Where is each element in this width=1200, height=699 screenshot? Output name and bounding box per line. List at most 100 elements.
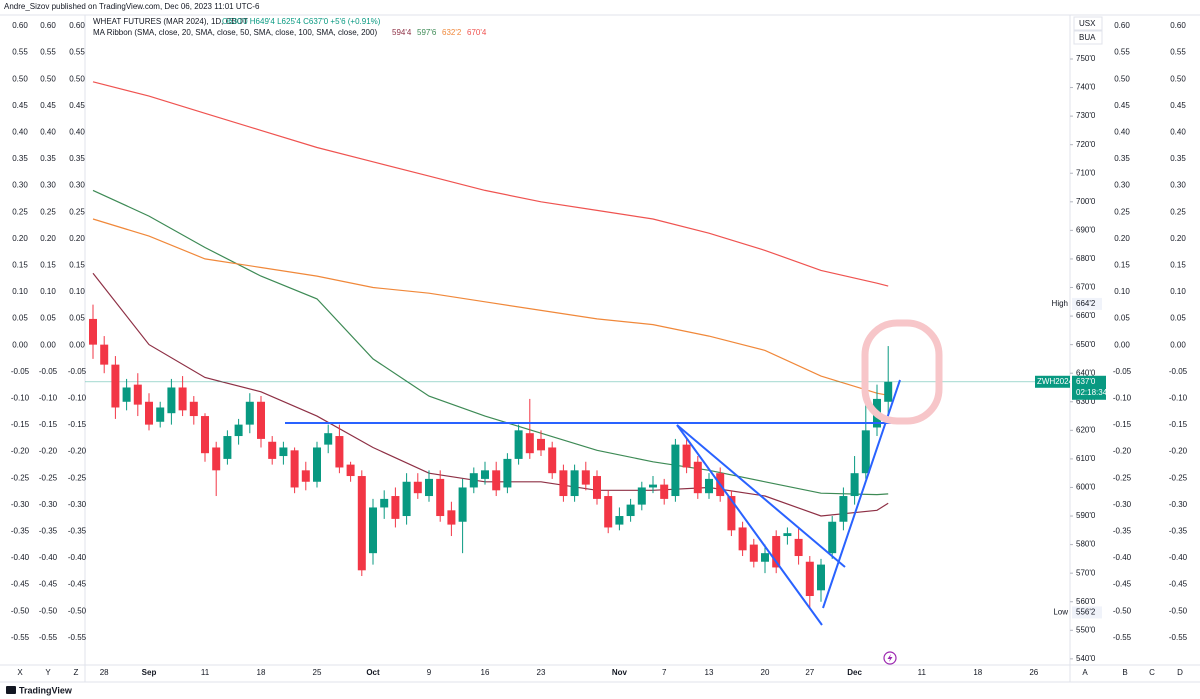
scale-label: -0.45 (68, 580, 87, 589)
scale-label: -0.15 (1169, 420, 1188, 429)
scale-label: -0.15 (68, 420, 87, 429)
scale-label: 0.40 (40, 128, 56, 137)
scale-label: 0.40 (1170, 128, 1186, 137)
scale-label: -0.05 (1113, 367, 1132, 376)
scale-label: -0.10 (1169, 394, 1188, 403)
scale-label: 0.00 (1114, 340, 1130, 349)
y-tick-label: 720'0 (1076, 140, 1096, 149)
candle-body (861, 430, 870, 474)
candle-body (380, 498, 389, 508)
event-icon[interactable] (883, 651, 897, 665)
scale-label: 0.55 (1170, 48, 1186, 57)
candle-body (705, 478, 713, 494)
candle-body (559, 470, 568, 497)
ma-legend-value: 597'6 (417, 28, 437, 37)
candle-body (682, 444, 691, 468)
scale-label: 0.45 (12, 101, 28, 110)
x-tick-label: 18 (257, 668, 266, 677)
scale-label: 0.40 (1114, 128, 1130, 137)
x-tick-label: 23 (537, 668, 546, 677)
scale-label: 0.10 (69, 287, 85, 296)
currency-button (1073, 30, 1103, 45)
x-tick-label: Dec (847, 668, 862, 677)
candle-body (402, 481, 411, 517)
candle-body (324, 433, 333, 445)
scale-label: -0.55 (68, 633, 87, 642)
scale-label: 0.45 (40, 101, 56, 110)
candle-body (425, 478, 433, 497)
y-tick-label: 540'0 (1076, 654, 1096, 663)
scale-label: -0.50 (1169, 606, 1188, 615)
candle-body (111, 364, 120, 408)
marker-box (1072, 606, 1102, 619)
scale-label: 0.20 (1170, 234, 1186, 243)
y-tick-label: 630'0 (1076, 397, 1096, 406)
scale-label: -0.35 (68, 527, 87, 536)
scale-label: 0.50 (1114, 74, 1130, 83)
ma-line (92, 81, 889, 287)
candle-body (279, 447, 288, 457)
scale-name: Z (74, 668, 79, 677)
y-tick-label: 550'0 (1076, 625, 1096, 634)
scale-label: -0.10 (11, 394, 30, 403)
scale-label: -0.40 (11, 553, 30, 562)
scale-label: -0.40 (1113, 553, 1132, 562)
scale-label: 0.15 (1114, 261, 1130, 270)
marker-label: High (1052, 299, 1068, 308)
candle-body (357, 476, 366, 571)
scale-label: -0.55 (39, 633, 58, 642)
candle-body (290, 450, 299, 488)
price-label: 637'0 (1076, 377, 1096, 386)
candle-body (783, 533, 792, 537)
scale-label: 0.30 (69, 181, 85, 190)
scale-label: -0.25 (1169, 473, 1188, 482)
candle-body (570, 470, 579, 497)
scale-label: -0.45 (1169, 580, 1188, 589)
scale-label: 0.60 (12, 21, 28, 30)
scale-label: -0.10 (68, 394, 87, 403)
scale-label: 0.20 (40, 234, 56, 243)
scale-label: 0.40 (69, 128, 85, 137)
candle-body (212, 447, 221, 471)
scale-label: 0.55 (1114, 48, 1130, 57)
scale-label: 0.15 (40, 261, 56, 270)
scale-label: 0.00 (1170, 340, 1186, 349)
scale-label: -0.25 (68, 473, 87, 482)
scale-label: -0.55 (1169, 633, 1188, 642)
y-tick-label: 670'0 (1076, 283, 1096, 292)
scale-label: 0.50 (1170, 74, 1186, 83)
candle-body (469, 473, 478, 488)
x-tick-label: Sep (142, 668, 157, 677)
scale-label: 0.55 (12, 48, 28, 57)
candle-body (593, 476, 601, 499)
candle-body (245, 401, 254, 425)
ma-legend-value: 594'4 (392, 28, 412, 37)
currency-button (1073, 16, 1103, 31)
y-tick-label: 750'0 (1076, 54, 1096, 63)
scale-label: -0.35 (1113, 527, 1132, 536)
ohlc-values: O630'0 H649'4 L625'4 C637'0 +5'6 (+0.91%… (222, 17, 381, 26)
scale-label: 0.00 (40, 340, 56, 349)
scale-label: -0.20 (11, 447, 30, 456)
scale-label: -0.45 (1113, 580, 1132, 589)
scale-name: C (1149, 668, 1155, 677)
scale-label: -0.30 (1169, 500, 1188, 509)
y-tick-label: 580'0 (1076, 540, 1096, 549)
ma-legend-value: 632'2 (442, 28, 462, 37)
candle-body (458, 487, 467, 522)
x-tick-label: 7 (662, 668, 667, 677)
scale-name: Y (45, 668, 51, 677)
candle-body (805, 561, 814, 597)
candle-body (637, 487, 646, 505)
scale-label: -0.35 (11, 527, 30, 536)
candle-body (525, 433, 534, 454)
candle-body (884, 381, 893, 402)
scale-label: 0.05 (12, 314, 28, 323)
scale-label: -0.20 (1169, 447, 1188, 456)
x-tick-label: 20 (761, 668, 770, 677)
candle-body (447, 510, 456, 525)
candle-body (413, 481, 422, 494)
scale-name: B (1122, 668, 1127, 677)
x-tick-label: 11 (918, 668, 927, 677)
